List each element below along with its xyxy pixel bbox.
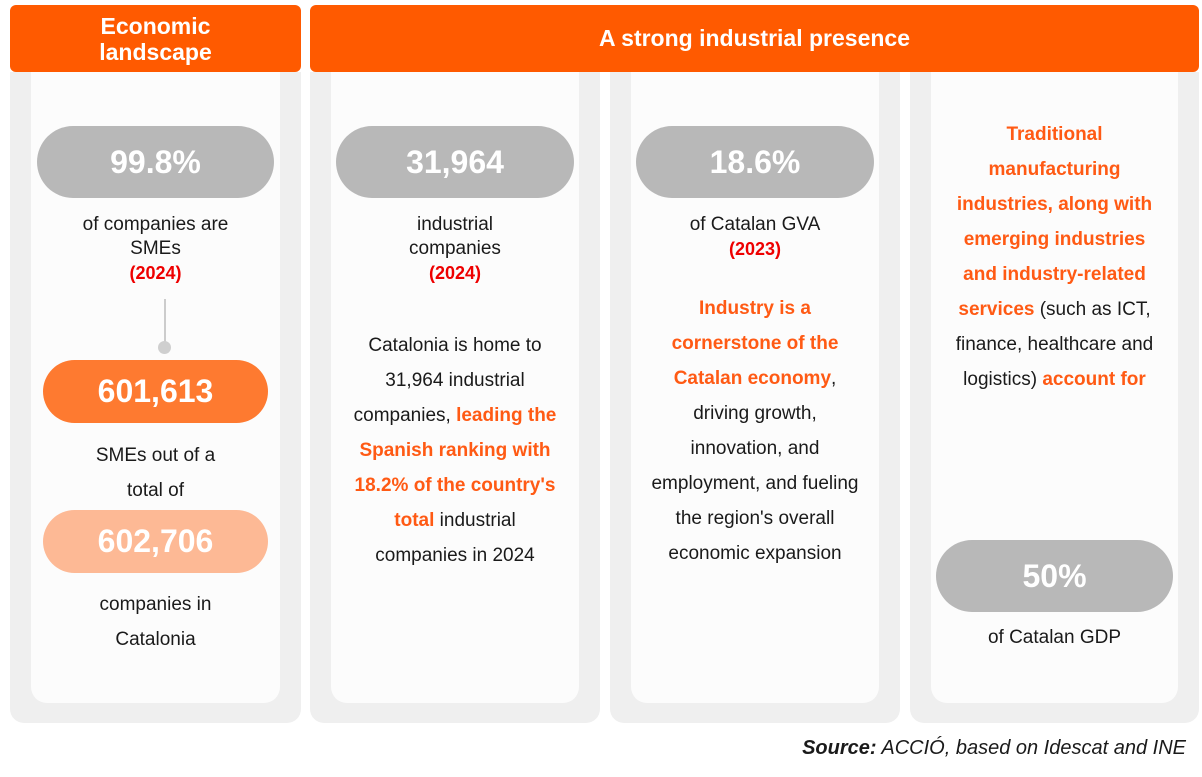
caption-line: companies [409, 238, 501, 259]
card-economic-landscape: 99.8% of companies are SMEs (2024) 601,6… [10, 72, 301, 723]
stat-industrial-companies-caption: industrial companies (2024) [331, 213, 579, 285]
stat-gdp-caption: of Catalan GDP [931, 626, 1178, 650]
connector-line [164, 299, 166, 345]
stat-gdp-value: 50% [1022, 557, 1087, 594]
stat-gva-pill: 18.6% [636, 126, 874, 198]
gva-description: Industry is a cornerstone of the Catalan… [649, 291, 861, 571]
caption-line: Catalonia [115, 629, 196, 650]
stat-sme-share-pill: 99.8% [37, 126, 274, 198]
caption-line: total of [126, 480, 185, 501]
stat-industrial-companies-pill: 31,964 [336, 126, 574, 198]
description-highlight: leading the Spanish ranking with 18.2% o… [354, 405, 557, 531]
stat-gva-caption: of Catalan GVA (2023) [631, 213, 879, 261]
caption-line: of Catalan GVA [689, 214, 821, 235]
description-highlight: Traditional manufacturing industries, al… [956, 124, 1153, 320]
panel-economic: 99.8% of companies are SMEs (2024) 601,6… [31, 72, 280, 703]
stat-sme-count-pill: 601,613 [43, 360, 268, 423]
source-note: Source: ACCIÓ, based on Idescat and INE [802, 737, 1186, 760]
caption-line: of companies are [82, 214, 229, 235]
description-text: Catalonia is home to 31,964 industrial c… [353, 335, 542, 426]
header-industrial-presence: A strong industrial presence [310, 5, 1199, 72]
stat-total-companies-value: 602,706 [97, 523, 214, 559]
stat-gva-value: 18.6% [709, 143, 801, 180]
caption-line: SMEs out of a [95, 445, 216, 466]
description-highlight: account for [1042, 369, 1146, 390]
panel-gdp: Traditional manufacturing industries, al… [931, 72, 1178, 703]
stat-total-companies-caption: companies in Catalonia [31, 587, 280, 657]
year-label: (2024) [129, 263, 182, 283]
description-text: , driving growth, innovation, and employ… [651, 368, 859, 564]
description-text: (such as ICT, finance, healthcare and lo… [955, 299, 1154, 390]
header-economic-landscape: Economic landscape [10, 5, 301, 72]
header-industrial-label: A strong industrial presence [599, 25, 910, 51]
connector-dot [158, 341, 171, 354]
card-gva: 18.6% of Catalan GVA (2023) Industry is … [610, 72, 900, 723]
year-label: (2024) [428, 263, 482, 283]
stat-sme-count-value: 601,613 [97, 373, 214, 409]
description-text: industrial companies in 2024 [375, 510, 535, 566]
stat-sme-count-caption: SMEs out of a total of [31, 438, 280, 508]
caption-line: companies in [99, 594, 212, 615]
stat-industrial-companies-value: 31,964 [406, 143, 504, 180]
caption-line: SMEs [130, 238, 181, 259]
stat-gdp-pill: 50% [936, 540, 1173, 612]
stat-sme-share-caption: of companies are SMEs (2024) [31, 213, 280, 285]
source-text: ACCIÓ, based on Idescat and INE [876, 737, 1186, 759]
card-industrial-companies: 31,964 industrial companies (2024) Catal… [310, 72, 600, 723]
description-highlight: Industry is a cornerstone of the Catalan… [671, 298, 839, 389]
panel-gva: 18.6% of Catalan GVA (2023) Industry is … [631, 72, 879, 703]
stat-total-companies-pill: 602,706 [43, 510, 268, 573]
card-gdp: Traditional manufacturing industries, al… [910, 72, 1199, 723]
caption-line: industrial [416, 214, 494, 235]
header-economic-label: Economic landscape [99, 12, 212, 65]
panel-industrial-companies: 31,964 industrial companies (2024) Catal… [331, 72, 579, 703]
year-label: (2023) [728, 239, 782, 259]
gdp-description: Traditional manufacturing industries, al… [949, 117, 1160, 397]
caption-line: of Catalan GDP [987, 627, 1122, 648]
source-label: Source: [802, 737, 877, 759]
industrial-companies-description: Catalonia is home to 31,964 industrial c… [351, 328, 559, 573]
stat-sme-share-value: 99.8% [110, 143, 201, 180]
